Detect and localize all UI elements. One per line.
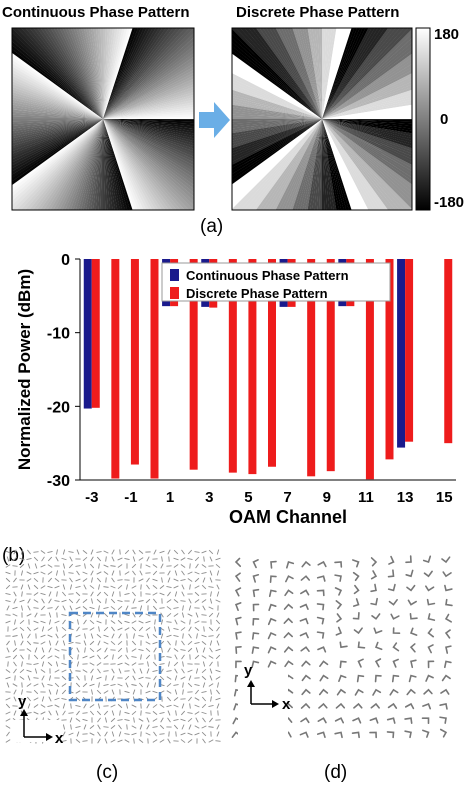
arrow-icon xyxy=(199,102,230,138)
y-tick-label: -10 xyxy=(47,326,70,343)
legend-swatch xyxy=(170,269,179,281)
discrete-bar xyxy=(189,259,198,470)
discrete-bar xyxy=(268,259,276,467)
panel-c-x-label: x xyxy=(55,730,64,747)
colorbar xyxy=(415,27,431,211)
discrete-pattern-title: Discrete Phase Pattern xyxy=(236,4,400,21)
y-axis-label: Normalized Power (dBm) xyxy=(15,269,34,470)
discrete-bar xyxy=(91,259,100,408)
discrete-bar xyxy=(228,259,237,473)
discrete-bar xyxy=(405,259,414,442)
x-tick-label: 11 xyxy=(358,489,374,506)
x-tick-label: 5 xyxy=(244,489,252,506)
chart-legend: Continuous Phase Pattern Discrete Phase P… xyxy=(161,262,391,302)
y-tick-label: 0 xyxy=(61,252,70,269)
discrete-bar xyxy=(307,259,316,477)
legend-swatch xyxy=(170,287,179,299)
discrete-bar xyxy=(385,259,394,460)
discrete-bar xyxy=(248,259,257,475)
colorbar-tick-min: -180 xyxy=(434,194,465,211)
panel-d-vector-field xyxy=(231,555,453,739)
continuous-bar xyxy=(83,259,92,409)
panel-c-axes-icon xyxy=(20,709,53,741)
panel-d-x-label: x xyxy=(282,696,291,713)
x-axis-label: OAM Channel xyxy=(229,507,347,527)
polarization-field-figures xyxy=(5,549,453,744)
discrete-phase-pattern-image xyxy=(232,28,412,210)
panel-a-label: (a) xyxy=(200,216,224,237)
x-tick-label: 3 xyxy=(205,489,213,506)
y-tick-label: -30 xyxy=(47,473,70,490)
legend-label: Discrete Phase Pattern xyxy=(186,286,328,301)
legend-label: Continuous Phase Pattern xyxy=(186,268,349,283)
phase-patterns-figure xyxy=(11,27,431,211)
discrete-bar xyxy=(111,259,120,479)
discrete-bar xyxy=(444,259,453,444)
continuous-pattern-title: Continuous Phase Pattern xyxy=(2,4,190,21)
discrete-bar xyxy=(150,259,159,479)
x-tick-label: 13 xyxy=(397,489,414,506)
x-tick-label: 1 xyxy=(166,489,174,506)
x-tick-label: -1 xyxy=(124,489,137,506)
dashed-selection-box xyxy=(68,611,162,702)
continuous-bar xyxy=(397,259,406,448)
panel-c-label: (c) xyxy=(96,762,119,783)
x-tick-label: 9 xyxy=(323,489,331,506)
panel-c-y-label: y xyxy=(18,693,27,710)
discrete-bar xyxy=(130,259,139,465)
panel-c-vector-field xyxy=(5,549,221,744)
continuous-phase-pattern-image xyxy=(12,28,194,210)
x-tick-label: -3 xyxy=(85,489,98,506)
panel-d-axes-icon xyxy=(247,680,279,708)
panel-d-y-label: y xyxy=(244,662,253,679)
x-tick-label: 15 xyxy=(436,489,453,506)
y-tick-label: -20 xyxy=(47,399,70,416)
legend-box xyxy=(161,262,391,302)
panel-b-label: (b) xyxy=(2,545,26,566)
discrete-bar xyxy=(326,259,335,472)
colorbar-tick-max: 180 xyxy=(434,26,460,43)
x-tick-label: 7 xyxy=(283,489,291,506)
panel-d-label: (d) xyxy=(324,762,348,783)
colorbar-tick-zero: 0 xyxy=(440,111,449,128)
discrete-bar xyxy=(365,259,374,480)
